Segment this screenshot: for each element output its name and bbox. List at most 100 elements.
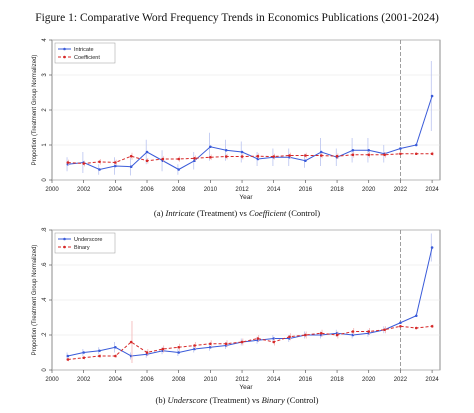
chart-b-data-point [98,349,101,353]
chart-b-series-line [67,247,433,357]
chart-a-data-point [319,154,323,157]
chart-a-data-point [114,161,117,164]
chart-b-x-tick-label: 2002 [77,377,91,383]
chart-a-x-tick-label: 2016 [299,187,313,193]
chart-b-data-point [161,347,165,351]
chart-a-data-point [430,152,434,156]
chart-a-y-tick-label: 3 [42,73,48,77]
chart-b-x-tick-label: 2008 [172,377,186,383]
chart-a-data-point [82,162,85,165]
chart-b-legend-label: Underscore [74,237,102,243]
chart-a-data-point [351,148,355,152]
chart-b-data-point [288,335,291,339]
chart-a-series-line [67,95,433,171]
chart-b: 0 .2 .4 .6 .8 2000 2002 2004 2006 2008 2010 2012 201… [32,227,441,390]
chart-a-data-point [256,154,260,158]
caption-b-tag-treatment: (Treatment) vs [209,395,260,405]
chart-a-x-tick-label: 2024 [425,187,439,193]
chart-b-data-point [304,333,307,337]
chart-b-data-point [383,328,386,332]
chart-b-y-tick-label: .6 [42,262,48,268]
caption-a-prefix: (a) [153,208,164,218]
chart-a-data-point [177,157,180,161]
chart-a-data-point [129,165,133,168]
chart-a-data-point [98,168,101,171]
chart-a-x-tick-label: 2004 [109,187,123,193]
chart-a-series-line [67,153,433,165]
chart-a-y-tick-label: 0 [42,178,48,182]
chart-b-data-point [82,351,85,354]
chart-b-data-point [430,324,434,328]
chart-a-data-point [304,154,307,157]
chart-a-data-point [367,153,371,157]
chart-b-data-point [98,354,101,358]
chart-b-data-point [240,340,244,344]
chart-a-data-point [304,159,307,163]
chart-b-x-tick-label: 2016 [299,377,313,383]
chart-b-data-point [177,345,180,349]
chart-a-data-point [209,155,212,159]
chart-a-legend-marker [63,55,66,59]
chart-a-y-axis-label: Proportion (Treatment Group Normalized) [32,55,38,166]
chart-a-x-tick-label: 2014 [267,187,281,193]
chart-b-data-point [66,358,70,361]
chart-b-data-point [414,326,418,330]
chart-b-legend-label: Binary [74,245,90,251]
chart-b-x-axis-label: Year [239,384,253,390]
chart-a-x-tick-label: 2012 [235,187,249,193]
chart-a: 0 1 2 3 4 2000 2002 2004 2006 2008 2010 2012 2014 201… [32,38,441,200]
chart-b-y-tick-label: .2 [42,332,48,338]
chart-b-data-point [209,342,212,346]
chart-b-x-tick-label: 2022 [394,377,408,383]
chart-a-y-tick-label: 4 [42,38,48,42]
chart-b-data-point [193,344,196,347]
chart-b-data-point [351,330,355,333]
chart-b-data-point [256,337,260,340]
chart-b-legend [54,232,116,254]
caption-b-tag-control: (Control) [286,395,319,405]
chart-a-x-axis-label: Year [239,194,253,200]
chart-a-data-point [414,152,418,156]
chart-a-legend [54,42,116,64]
chart-a-data-point [114,164,117,168]
chart-a-data-point [177,168,180,171]
chart-a-data-point [161,157,165,161]
chart-b-data-point [319,331,323,335]
chart-a-legend-label: Intricate [74,47,94,53]
chart-b-data-point [272,340,276,344]
chart-a-data-point [145,150,149,154]
chart-a-data-point [319,150,323,154]
chart-a-x-tick-label: 2020 [362,187,376,193]
chart-a-data-point [430,94,434,98]
chart-b-data-point [114,345,117,349]
chart-b-data-point [367,330,371,333]
chart-a-data-point [367,148,371,152]
chart-b-y-tick-label: 0 [42,368,48,372]
chart-a-legend-label: Coefficient [74,55,100,61]
caption-a-word-treatment: Intricate [165,208,195,218]
chart-b-data-point [430,246,434,249]
chart-a-x-tick-label: 2008 [172,187,186,193]
chart-b-x-tick-label: 2012 [235,377,249,383]
chart-a-x-tick-label: 2018 [330,187,344,193]
chart-a-data-point [145,159,149,163]
chart-b-data-point [335,333,339,337]
chart-a-data-point [129,154,133,158]
chart-b-data-point [177,351,180,354]
chart-a-data-point [240,155,244,158]
chart-b-x-tick-label: 2004 [109,377,123,383]
caption-b-prefix: (b) [155,395,166,405]
chart-b-data-point [145,351,149,354]
chart-b-x-tick-label: 2010 [204,377,218,383]
chart-b-data-point [129,340,133,344]
caption-b-word-control: Binary [261,395,285,405]
chart-a-x-tick-label: 2010 [204,187,218,193]
chart-a-x-tick-label: 2000 [45,187,59,193]
chart-a-x-tick-label: 2002 [77,187,91,193]
caption-a-tag-control: (Control) [288,208,321,218]
chart-b-x-tick-label: 2006 [140,377,154,383]
chart-b-data-point [224,342,228,346]
chart-b-y-axis-label: Proportion (Treatment Group Normalized) [32,245,38,356]
chart-a-data-point [399,152,402,156]
caption-b: (b) Underscore (Treatment) vs Binary (Co… [0,395,474,405]
